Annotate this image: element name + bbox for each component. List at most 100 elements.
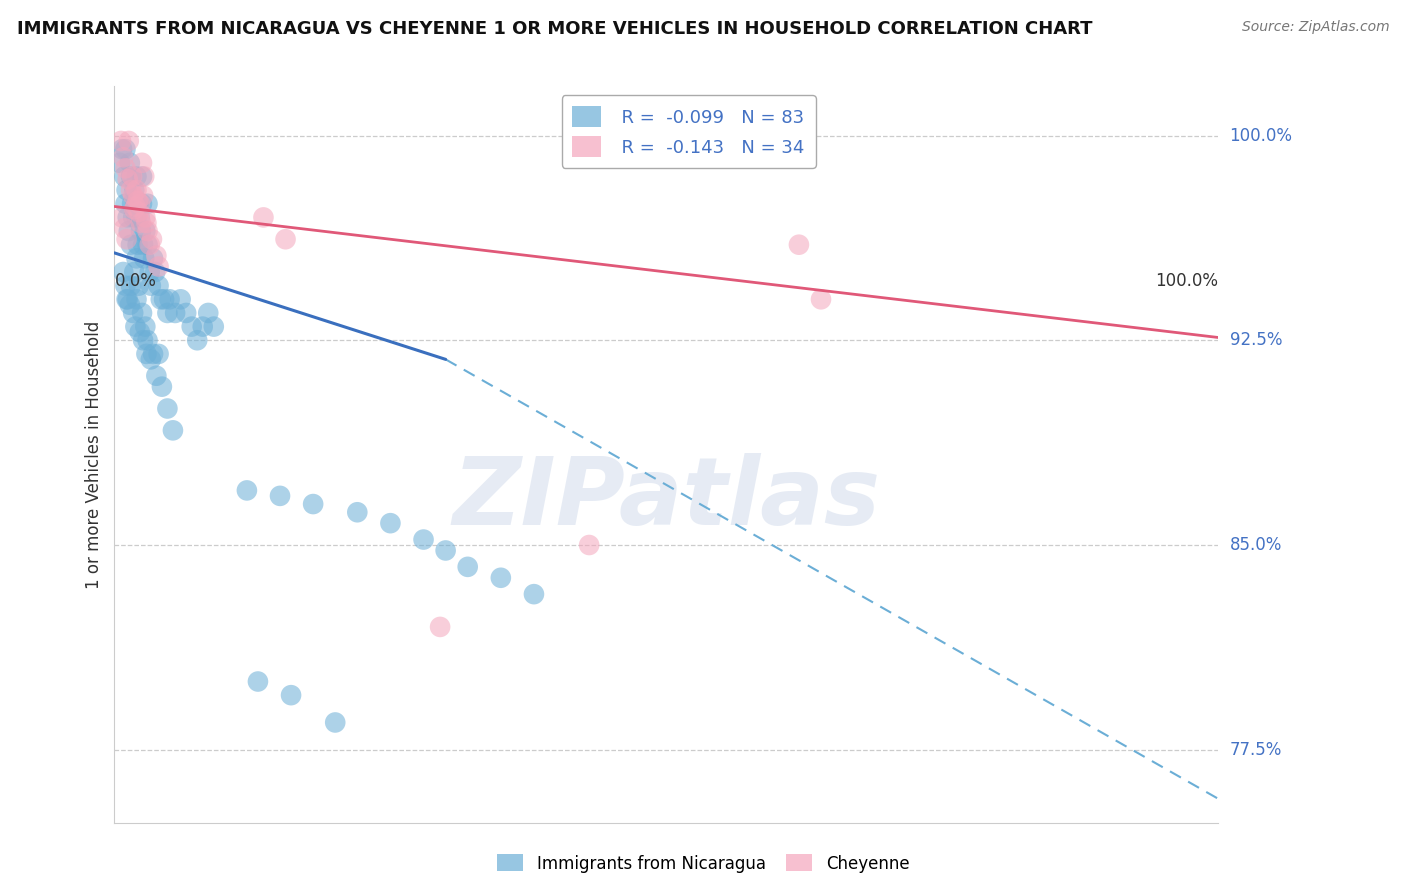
Point: [236, 483, 259, 498]
Text: 100.0%: 100.0%: [1156, 272, 1219, 290]
Point: [110, 134, 132, 148]
Point: [429, 620, 451, 634]
Point: [117, 293, 139, 307]
Point: [156, 306, 179, 320]
Point: [128, 325, 150, 339]
Point: [112, 265, 135, 279]
Point: [132, 188, 155, 202]
Point: [135, 347, 157, 361]
Point: [380, 516, 402, 531]
Point: [131, 156, 153, 170]
Point: [169, 293, 191, 307]
Point: [346, 505, 368, 519]
Point: [117, 172, 139, 186]
Point: [174, 306, 197, 320]
Point: [489, 571, 512, 585]
Point: [134, 252, 156, 266]
Point: [108, 156, 131, 170]
Point: [412, 533, 434, 547]
Point: [125, 169, 148, 184]
Point: [191, 319, 214, 334]
Point: [127, 237, 149, 252]
Point: [125, 293, 148, 307]
Point: [118, 224, 141, 238]
Y-axis label: 1 or more Vehicles in Household: 1 or more Vehicles in Household: [86, 321, 103, 589]
Point: [125, 211, 148, 225]
Point: [112, 221, 135, 235]
Point: [136, 333, 159, 347]
Point: [118, 134, 141, 148]
Point: [162, 423, 184, 437]
Point: [132, 333, 155, 347]
Text: 92.5%: 92.5%: [1230, 331, 1282, 350]
Point: [112, 169, 135, 184]
Point: [136, 196, 159, 211]
Point: [153, 293, 176, 307]
Point: [457, 559, 479, 574]
Point: [111, 211, 134, 225]
Point: [156, 401, 179, 416]
Point: [246, 674, 269, 689]
Point: [118, 156, 141, 170]
Point: [114, 142, 136, 156]
Point: [121, 196, 143, 211]
Point: [143, 265, 166, 279]
Point: [434, 543, 457, 558]
Point: [114, 196, 136, 211]
Point: [115, 293, 138, 307]
Point: [124, 202, 146, 217]
Point: [134, 319, 156, 334]
Point: [128, 196, 150, 211]
Point: [145, 249, 167, 263]
Point: [124, 265, 146, 279]
Point: [578, 538, 600, 552]
Point: [127, 194, 149, 208]
Point: [128, 196, 150, 211]
Point: [124, 196, 146, 211]
Point: [122, 211, 145, 225]
Point: [150, 379, 173, 393]
Point: [134, 211, 156, 225]
Point: [252, 211, 274, 225]
Point: [131, 196, 153, 211]
Text: 77.5%: 77.5%: [1230, 740, 1282, 759]
Text: 85.0%: 85.0%: [1230, 536, 1282, 554]
Point: [128, 211, 150, 225]
Point: [120, 169, 142, 184]
Point: [125, 252, 148, 266]
Point: [269, 489, 291, 503]
Point: [117, 211, 139, 225]
Point: [118, 298, 141, 312]
Point: [120, 183, 142, 197]
Point: [121, 169, 143, 184]
Point: [134, 224, 156, 238]
Point: [115, 232, 138, 246]
Point: [148, 278, 170, 293]
Point: [115, 183, 138, 197]
Point: [139, 265, 162, 279]
Point: [136, 237, 159, 252]
Point: [280, 688, 302, 702]
Point: [145, 368, 167, 383]
Point: [136, 224, 159, 238]
Point: [120, 278, 142, 293]
Point: [141, 232, 163, 246]
Point: [129, 216, 152, 230]
Point: [148, 260, 170, 274]
Point: [148, 347, 170, 361]
Point: [132, 237, 155, 252]
Legend:   R =  -0.099   N = 83,   R =  -0.143   N = 34: R = -0.099 N = 83, R = -0.143 N = 34: [561, 95, 815, 168]
Point: [186, 333, 208, 347]
Point: [139, 352, 162, 367]
Point: [139, 278, 162, 293]
Point: [180, 319, 202, 334]
Point: [787, 237, 810, 252]
Text: IMMIGRANTS FROM NICARAGUA VS CHEYENNE 1 OR MORE VEHICLES IN HOUSEHOLD CORRELATIO: IMMIGRANTS FROM NICARAGUA VS CHEYENNE 1 …: [17, 20, 1092, 37]
Point: [120, 237, 142, 252]
Point: [165, 306, 187, 320]
Point: [131, 169, 153, 184]
Point: [134, 169, 156, 184]
Point: [135, 216, 157, 230]
Legend: Immigrants from Nicaragua, Cheyenne: Immigrants from Nicaragua, Cheyenne: [491, 847, 915, 880]
Point: [114, 161, 136, 176]
